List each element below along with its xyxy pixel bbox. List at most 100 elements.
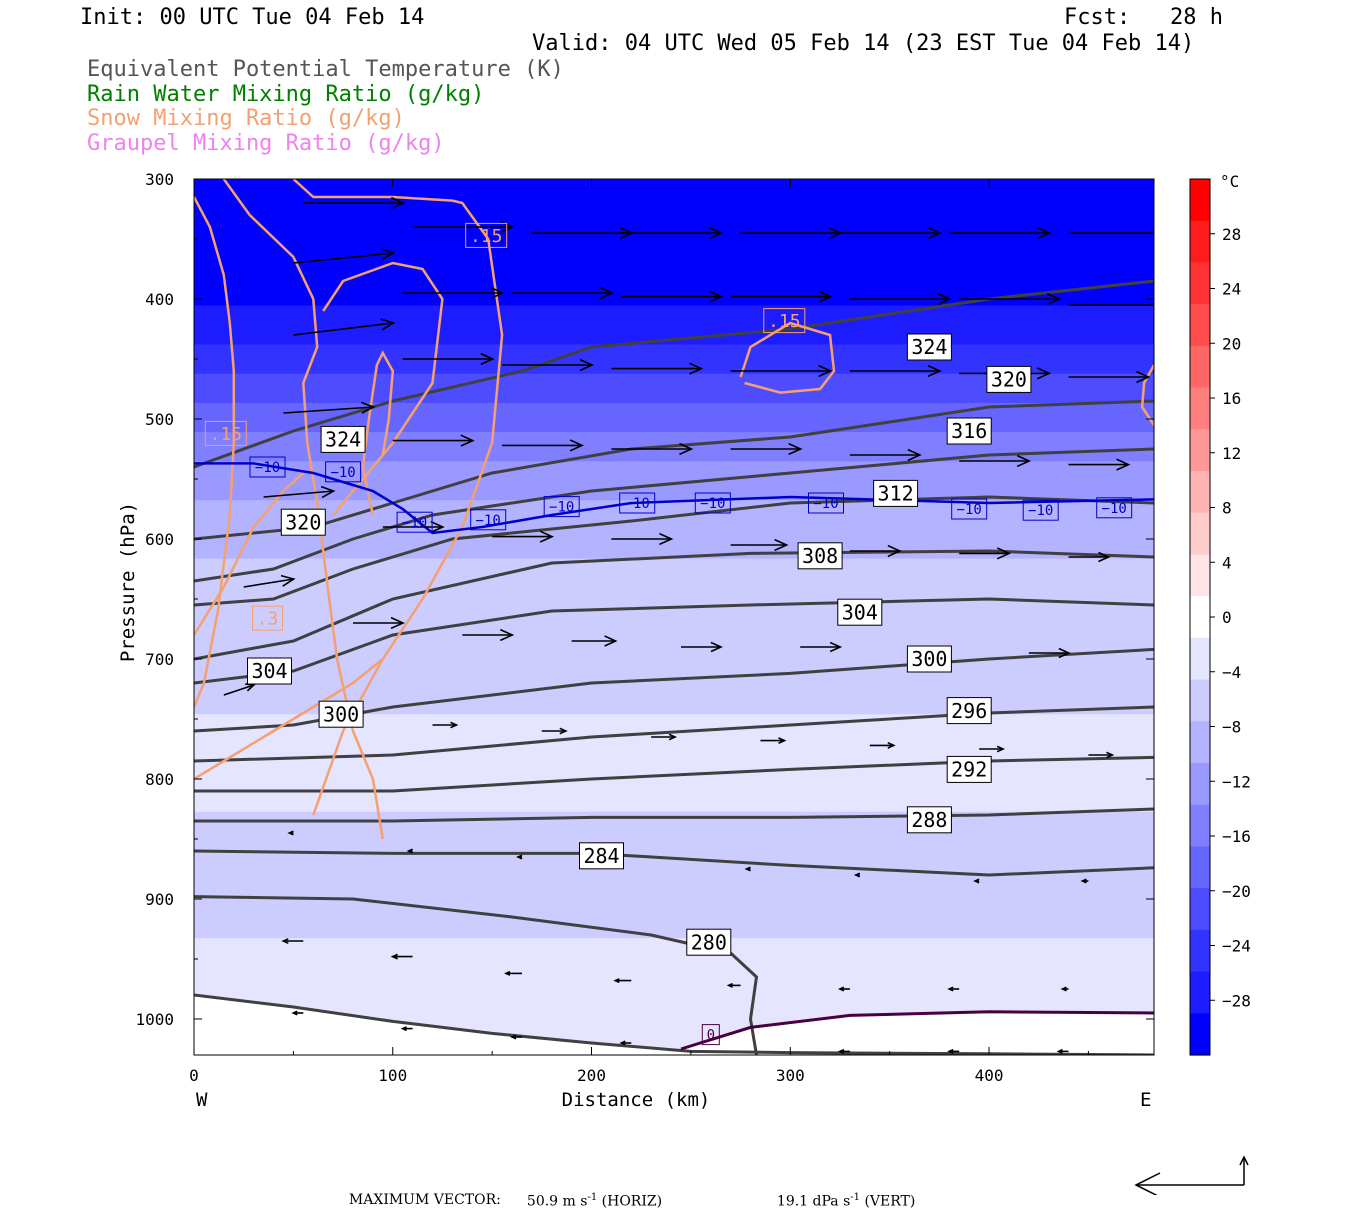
wind-vector (571, 635, 618, 647)
wind-vector (621, 290, 724, 303)
wind-vector (283, 401, 376, 414)
temperature-band (194, 617, 1154, 628)
theta-e-label: 320 (986, 365, 1032, 393)
temperature-band (194, 714, 1154, 725)
y-tick-label: 300 (145, 170, 174, 189)
wind-vector (869, 741, 896, 749)
temperature-band (194, 938, 1154, 949)
theta-e-label: 296 (946, 697, 992, 725)
y-tick-label: 700 (145, 650, 174, 669)
snow-label: .15 (763, 308, 806, 334)
svg-text:−10: −10 (1028, 503, 1053, 519)
theta-e-label: 280 (686, 928, 732, 956)
svg-text:312: 312 (878, 482, 914, 506)
temperature-band (194, 821, 1154, 833)
wind-vector (619, 1040, 632, 1046)
temperature-band (194, 626, 1154, 638)
temperature-band (194, 704, 1154, 716)
temperature-band (194, 840, 1154, 852)
colorbar-tick-label: 16 (1222, 389, 1241, 408)
max-vector-caption: MAXIMUM VECTOR: (340, 1176, 501, 1208)
theta-e-label: 308 (797, 542, 843, 570)
colorbar-swatch (1190, 471, 1210, 514)
colorbar-swatch (1190, 1013, 1210, 1056)
colorbar-tick-label: −20 (1222, 882, 1251, 901)
svg-text:.15: .15 (210, 424, 243, 445)
temperature-band (194, 831, 1154, 842)
theta-e-label: 324 (906, 333, 952, 361)
temperature-band (194, 217, 1154, 229)
wind-vector (730, 442, 803, 456)
legend-rain: Rain Water Mixing Ratio (g/kg) (87, 82, 485, 107)
temperature-band (194, 675, 1154, 687)
theta-e-contour (194, 549, 1154, 661)
wind-vector (462, 628, 515, 642)
wind-vector (744, 866, 751, 872)
temperature-band (194, 412, 1154, 424)
wind-vector (837, 1048, 850, 1054)
snow-contour (222, 179, 385, 840)
wind-vector (512, 286, 614, 300)
temperature-band (194, 247, 1154, 258)
temperature-band (194, 947, 1154, 959)
theta-e-contour (194, 597, 1154, 685)
wind-vector (1068, 304, 1154, 306)
colorbar-tick-label: −28 (1222, 991, 1251, 1010)
wind-vector (293, 318, 396, 336)
temperature-band (194, 801, 1154, 813)
temperature-band (194, 850, 1154, 862)
theta-e-contour (194, 807, 1154, 823)
wind-vector (1080, 878, 1089, 884)
temperature-band (194, 548, 1154, 560)
svg-text:304: 304 (842, 600, 878, 624)
x-tick-label: 400 (975, 1066, 1004, 1085)
wind-vector (681, 641, 723, 653)
svg-text:−10: −10 (476, 513, 501, 529)
colorbar-swatch (1190, 262, 1210, 305)
temperature-band (194, 792, 1154, 803)
snow-contour (1140, 364, 1154, 426)
vert-exponent: -1 (850, 1192, 861, 1203)
y-tick-label: 900 (145, 890, 174, 909)
colorbar-swatch (1190, 429, 1210, 472)
temperature-band (194, 967, 1154, 979)
theta-e-contour (194, 849, 1154, 877)
vert-unit: (VERT) (864, 1193, 916, 1210)
x-tick-label: 300 (776, 1066, 805, 1085)
wind-vector (390, 953, 413, 960)
snow-contour (361, 350, 395, 516)
svg-text:−10: −10 (330, 465, 355, 481)
wind-vector (1068, 370, 1151, 384)
temperature-band (194, 344, 1154, 356)
svg-text:280: 280 (691, 930, 727, 954)
snow-contour (194, 472, 305, 636)
temperature-band (194, 918, 1154, 930)
wind-vector (611, 532, 674, 546)
temperature-band (194, 286, 1154, 297)
temperature-band (194, 188, 1154, 200)
colorbar-unit: °C (1220, 172, 1239, 191)
colorbar-swatch (1190, 971, 1210, 1014)
svg-text:300: 300 (911, 647, 947, 671)
legend-graupel: Graupel Mixing Ratio (g/kg) (87, 131, 445, 156)
temperature-band (194, 928, 1154, 940)
wind-vector (947, 986, 960, 992)
y-tick-label: 800 (145, 770, 174, 789)
temperature-band (194, 743, 1154, 755)
wind-vector (1068, 232, 1154, 234)
theta-e-label: 324 (320, 425, 366, 453)
wind-vector (502, 439, 585, 452)
isotherm-label: −10 (470, 509, 507, 531)
isotherm-zero (680, 1010, 1154, 1051)
forecast-hour: Fcst: 28 h (1064, 5, 1223, 30)
svg-text:−10: −10 (625, 496, 650, 512)
x-tick-label: 100 (378, 1066, 407, 1085)
temperature-band (194, 957, 1154, 969)
colorbar-tick-label: −4 (1222, 663, 1241, 682)
colorbar-swatch (1190, 220, 1210, 264)
svg-text:316: 316 (951, 419, 987, 443)
temperature-band (194, 471, 1154, 482)
isotherm-label: −10 (808, 492, 844, 514)
colorbar-swatch (1190, 846, 1210, 889)
temperature-band (194, 315, 1154, 326)
